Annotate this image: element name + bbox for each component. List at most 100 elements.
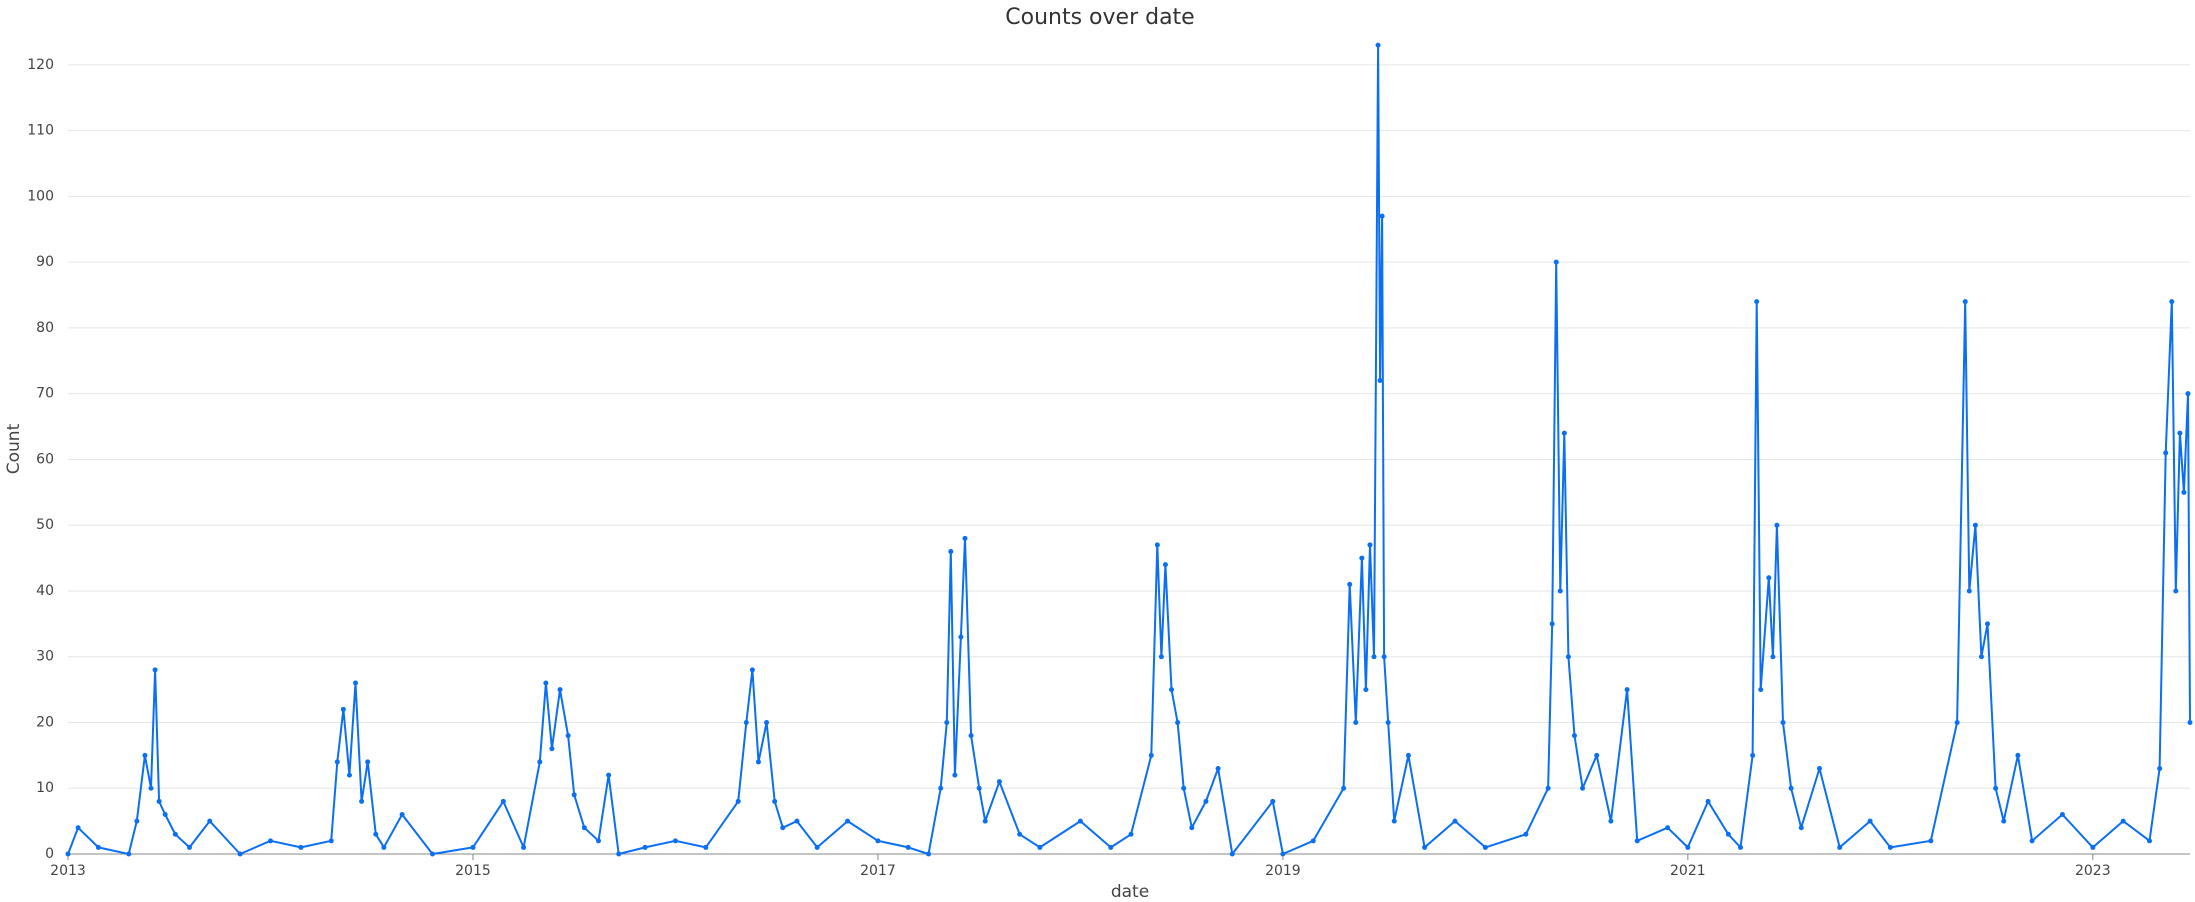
- point: [1705, 798, 1711, 804]
- point: [1385, 719, 1391, 725]
- point: [543, 680, 549, 686]
- point: [1580, 785, 1586, 791]
- point: [1158, 654, 1164, 660]
- y-tick-label: 100: [27, 188, 54, 204]
- point: [334, 759, 340, 765]
- y-tick-label: 90: [36, 254, 54, 270]
- point: [521, 844, 527, 850]
- x-tick-label: 2021: [1670, 863, 1706, 879]
- point: [1353, 719, 1359, 725]
- point: [267, 838, 273, 844]
- y-tick-label: 110: [27, 123, 54, 139]
- point: [2163, 450, 2169, 456]
- point: [2090, 844, 2096, 850]
- point: [365, 759, 371, 765]
- point: [596, 838, 601, 844]
- point: [340, 706, 346, 712]
- y-tick-label: 50: [36, 517, 54, 533]
- point: [500, 798, 506, 804]
- point: [743, 719, 749, 725]
- point: [1928, 838, 1934, 844]
- point: [1685, 844, 1691, 850]
- point: [2181, 489, 2187, 495]
- point: [794, 818, 800, 824]
- point: [982, 818, 988, 824]
- point: [1169, 687, 1175, 693]
- point: [780, 825, 786, 831]
- point: [75, 825, 81, 831]
- point: [616, 851, 622, 857]
- point: [1405, 752, 1411, 758]
- point: [172, 831, 178, 837]
- point: [1229, 851, 1235, 857]
- point: [565, 733, 571, 739]
- point: [353, 680, 359, 686]
- point: [1545, 785, 1551, 791]
- point: [1270, 798, 1276, 804]
- point: [1154, 542, 1160, 548]
- point: [1565, 654, 1571, 660]
- point: [152, 667, 158, 673]
- point: [1181, 785, 1187, 791]
- point: [1017, 831, 1023, 837]
- point: [162, 812, 168, 818]
- point: [735, 798, 741, 804]
- point: [1758, 687, 1764, 693]
- point: [1162, 562, 1168, 568]
- point: [207, 818, 213, 824]
- point: [814, 844, 820, 850]
- x-axis-label: date: [1111, 882, 1149, 902]
- y-tick-label: 60: [36, 451, 54, 467]
- point: [1553, 259, 1559, 265]
- point: [1750, 752, 1756, 758]
- point: [1966, 588, 1972, 594]
- y-tick-label: 0: [45, 846, 54, 862]
- point: [429, 851, 435, 857]
- point: [1557, 588, 1563, 594]
- point: [1788, 785, 1794, 791]
- point: [1379, 213, 1385, 219]
- point: [142, 752, 148, 758]
- point: [1175, 719, 1181, 725]
- point: [976, 785, 982, 791]
- point: [875, 838, 881, 844]
- point: [1798, 825, 1804, 831]
- point: [1549, 621, 1555, 627]
- point: [571, 792, 577, 798]
- point: [1189, 825, 1195, 831]
- point: [1954, 719, 1960, 725]
- y-tick-label: 40: [36, 583, 54, 599]
- point: [749, 667, 755, 673]
- point: [1887, 844, 1893, 850]
- point: [672, 838, 678, 844]
- point: [186, 844, 192, 850]
- point: [958, 634, 964, 640]
- point: [1381, 654, 1387, 660]
- point: [1280, 851, 1286, 857]
- point: [1978, 654, 1984, 660]
- point: [537, 759, 543, 765]
- point: [1367, 542, 1373, 548]
- point: [1108, 844, 1114, 850]
- point: [1993, 785, 1999, 791]
- y-tick-label: 70: [36, 386, 54, 402]
- point: [126, 851, 132, 857]
- point: [328, 838, 334, 844]
- point: [1375, 42, 1381, 48]
- point: [2029, 838, 2035, 844]
- point: [2187, 719, 2193, 725]
- point: [1766, 575, 1772, 581]
- point: [1215, 766, 1221, 772]
- point: [606, 772, 612, 778]
- point: [2169, 299, 2175, 305]
- x-tick-label: 2015: [455, 863, 491, 879]
- point: [755, 759, 761, 765]
- point: [1377, 378, 1383, 384]
- point: [581, 825, 587, 831]
- point: [642, 844, 648, 850]
- point: [298, 844, 304, 850]
- point: [1452, 818, 1458, 824]
- point: [2001, 818, 2007, 824]
